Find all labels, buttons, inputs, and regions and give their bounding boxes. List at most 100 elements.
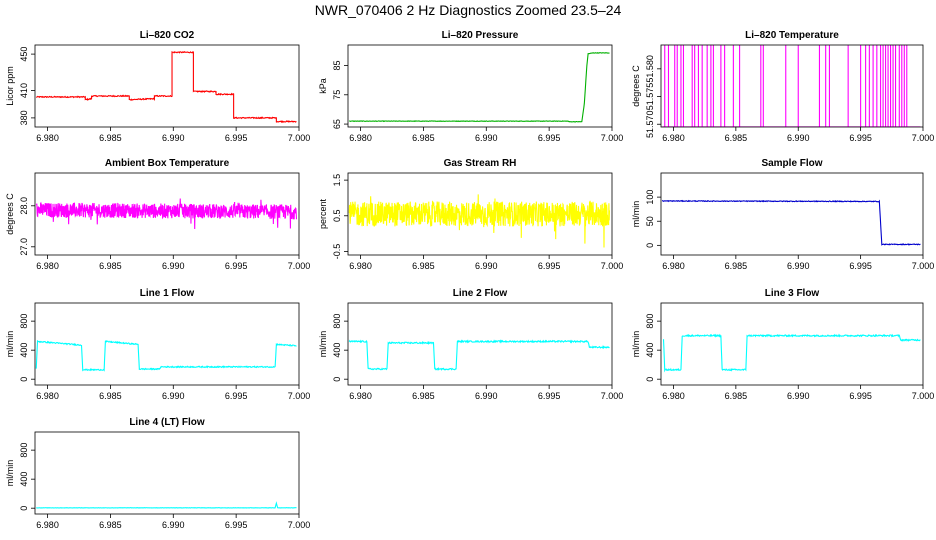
series-group bbox=[662, 45, 921, 127]
series-line bbox=[36, 501, 297, 509]
y-tick-label: 400 bbox=[332, 343, 342, 358]
y-axis-label: ml/min bbox=[631, 201, 641, 228]
panel-2: Li–820 Pressure 6.980 6.985 6.990 6.995 7.000… bbox=[318, 30, 623, 143]
y-tick-label: 51.580 bbox=[645, 55, 655, 83]
y-axis-label: ml/min bbox=[631, 331, 641, 358]
y-axis-label: percent bbox=[318, 198, 328, 229]
x-tick-label: 6.985 bbox=[725, 133, 748, 143]
x-tick-label: 6.980 bbox=[36, 133, 59, 143]
y-axis-label: ml/min bbox=[318, 331, 328, 358]
x-tick-label: 6.995 bbox=[538, 133, 561, 143]
x-tick-label: 7.000 bbox=[288, 391, 311, 401]
panel-title: Line 1 Flow bbox=[140, 288, 195, 299]
plot-frame bbox=[34, 44, 300, 128]
plot-frame bbox=[660, 44, 924, 128]
x-tick-label: 6.980 bbox=[36, 261, 59, 271]
x-tick-label: 6.995 bbox=[849, 391, 872, 401]
x-tick-label: 6.980 bbox=[662, 133, 685, 143]
x-tick-label: 6.980 bbox=[349, 261, 372, 271]
x-tick-label: 6.990 bbox=[787, 391, 810, 401]
x-tick-label: 6.990 bbox=[475, 133, 498, 143]
y-tick-label: 400 bbox=[645, 343, 655, 358]
y-tick-label: 75 bbox=[332, 90, 342, 100]
series-line bbox=[35, 50, 297, 124]
series-line bbox=[35, 339, 297, 372]
y-axis-label: kPa bbox=[318, 78, 328, 94]
x-tick-label: 6.985 bbox=[725, 391, 748, 401]
x-tick-label: 6.990 bbox=[162, 133, 185, 143]
panel-title: Li–820 CO2 bbox=[140, 30, 195, 41]
y-tick-label: 0 bbox=[332, 377, 342, 382]
x-tick-label: 6.980 bbox=[36, 391, 59, 401]
panel-4: Ambient Box Temperature 6.980 6.985 6.990 6.… bbox=[5, 158, 310, 271]
x-tick-label: 6.980 bbox=[36, 520, 59, 530]
y-tick-label: 800 bbox=[332, 314, 342, 329]
y-axis-label: degrees C bbox=[5, 193, 15, 235]
y-tick-label: 27.0 bbox=[19, 238, 29, 256]
panel-title: Line 2 Flow bbox=[453, 288, 508, 299]
y-axis-label: degrees C bbox=[631, 65, 641, 107]
x-tick-label: 6.995 bbox=[849, 133, 872, 143]
plot-frame bbox=[34, 431, 300, 515]
x-tick-label: 6.995 bbox=[849, 261, 872, 271]
x-tick-label: 6.980 bbox=[662, 391, 685, 401]
x-tick-label: 6.985 bbox=[725, 261, 748, 271]
x-tick-label: 6.980 bbox=[349, 133, 372, 143]
series-line bbox=[348, 194, 611, 248]
plot-frame bbox=[660, 302, 924, 386]
y-tick-label: 400 bbox=[19, 472, 29, 487]
y-tick-label: 800 bbox=[19, 443, 29, 458]
x-tick-label: 7.000 bbox=[601, 133, 624, 143]
x-tick-label: 6.990 bbox=[475, 391, 498, 401]
x-tick-label: 6.980 bbox=[662, 261, 685, 271]
series-group bbox=[348, 194, 611, 248]
x-tick-label: 6.995 bbox=[538, 261, 561, 271]
panel-10: Line 4 (LT) Flow 6.980 6.985 6.990 6.995 7.00… bbox=[5, 417, 310, 530]
series-line bbox=[662, 333, 921, 373]
x-tick-label: 6.990 bbox=[787, 133, 810, 143]
panel-1: Li–820 CO2 6.980 6.985 6.990 6.995 7.000 380 41… bbox=[5, 30, 310, 143]
x-tick-label: 6.985 bbox=[99, 133, 122, 143]
panel-title: Li–820 Pressure bbox=[442, 30, 519, 41]
x-tick-label: 6.990 bbox=[162, 520, 185, 530]
x-tick-label: 7.000 bbox=[288, 133, 311, 143]
series-line bbox=[348, 339, 610, 371]
y-tick-label: 800 bbox=[19, 314, 29, 329]
x-tick-label: 6.985 bbox=[99, 391, 122, 401]
x-tick-label: 7.000 bbox=[912, 391, 935, 401]
x-tick-label: 7.000 bbox=[601, 261, 624, 271]
plot-frame bbox=[34, 172, 300, 256]
panel-title: Gas Stream RH bbox=[444, 158, 517, 169]
x-tick-label: 7.000 bbox=[288, 520, 311, 530]
series-group bbox=[36, 501, 297, 509]
x-tick-label: 6.990 bbox=[787, 261, 810, 271]
y-tick-label: 0 bbox=[19, 506, 29, 511]
x-tick-label: 6.995 bbox=[225, 133, 248, 143]
series-group bbox=[35, 198, 298, 230]
x-tick-label: 6.995 bbox=[538, 391, 561, 401]
series-group bbox=[661, 199, 921, 246]
series-line bbox=[349, 52, 610, 123]
series-group bbox=[35, 339, 297, 372]
x-tick-label: 7.000 bbox=[912, 133, 935, 143]
y-tick-label: 1.5 bbox=[332, 174, 342, 187]
plot-frame bbox=[347, 302, 613, 386]
y-axis-label: ml/min bbox=[5, 460, 15, 487]
x-tick-label: 6.985 bbox=[99, 261, 122, 271]
x-tick-label: 7.000 bbox=[601, 391, 624, 401]
y-tick-label: 100 bbox=[645, 190, 655, 205]
panel-title: Line 4 (LT) Flow bbox=[129, 417, 205, 428]
y-tick-label: 800 bbox=[645, 314, 655, 329]
y-tick-label: 50 bbox=[645, 216, 655, 226]
panel-9: Line 3 Flow 6.980 6.985 6.990 6.995 7.000 0 400… bbox=[631, 288, 934, 401]
x-tick-label: 6.985 bbox=[412, 391, 435, 401]
x-tick-label: 6.985 bbox=[412, 261, 435, 271]
y-tick-label: 0 bbox=[19, 377, 29, 382]
x-tick-label: 6.980 bbox=[349, 391, 372, 401]
panel-title: Li–820 Temperature bbox=[745, 30, 839, 41]
y-tick-label: 51.575 bbox=[645, 83, 655, 111]
figure-title: NWR_070406 2 Hz Diagnostics Zoomed 23.5–… bbox=[314, 2, 622, 18]
panel-7: Line 1 Flow 6.980 6.985 6.990 6.995 7.000 0 400… bbox=[5, 288, 310, 401]
y-tick-label: 380 bbox=[19, 110, 29, 125]
plot-frame bbox=[34, 302, 300, 386]
